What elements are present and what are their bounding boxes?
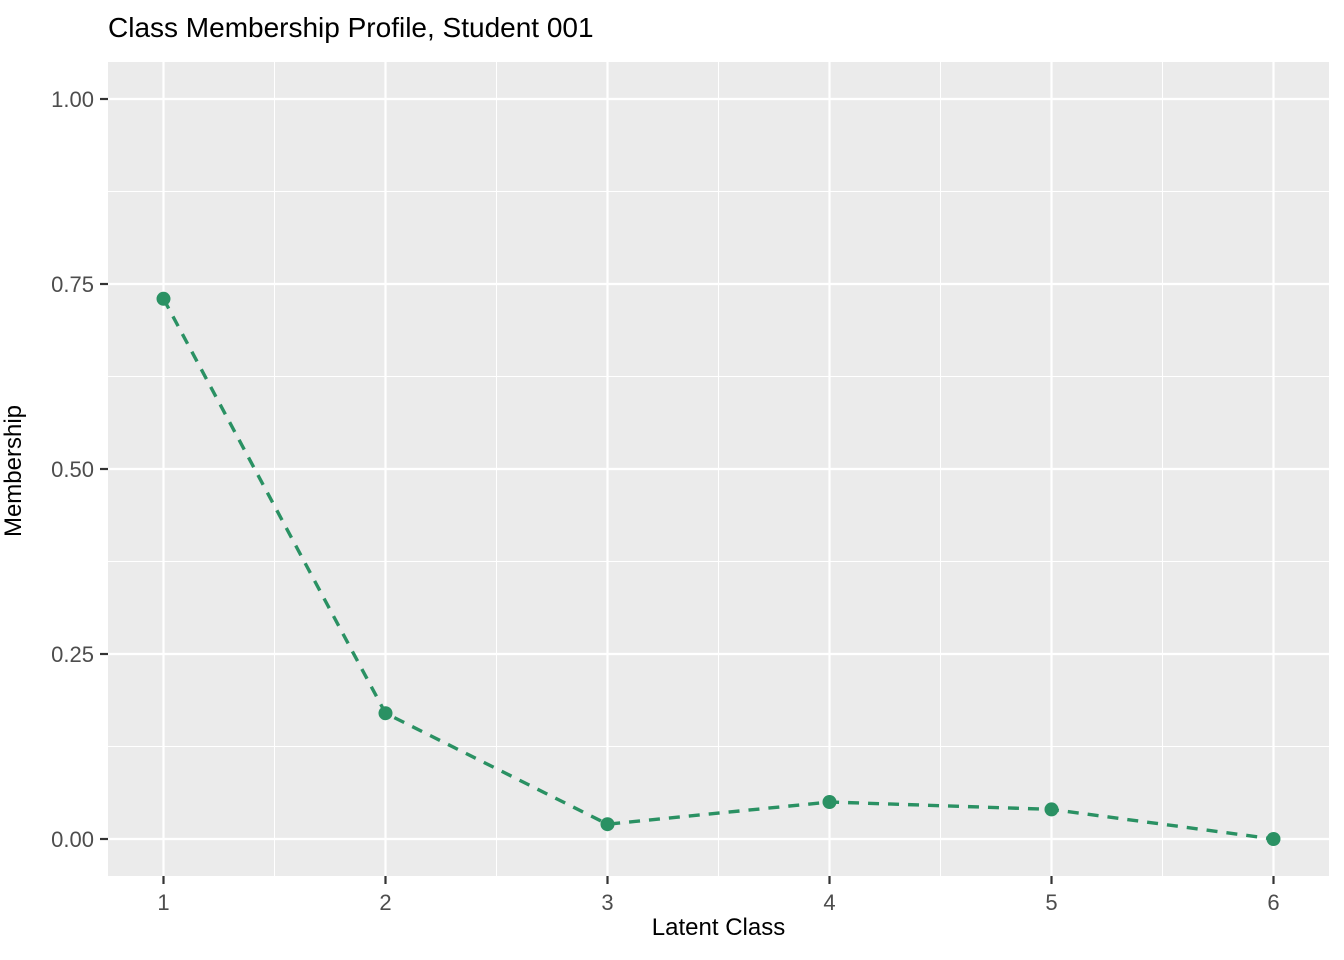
x-tick-label: 2 xyxy=(379,890,391,915)
data-point xyxy=(600,817,615,832)
y-tick-label: 0.75 xyxy=(51,272,94,297)
x-axis-title: Latent Class xyxy=(651,914,786,941)
y-axis-title: Membership xyxy=(0,404,27,538)
chart-title: Class Membership Profile, Student 001 xyxy=(108,12,594,43)
y-tick-label: 1.00 xyxy=(51,87,94,112)
data-point xyxy=(1266,832,1281,846)
x-tick-label: 6 xyxy=(1267,890,1279,915)
series-line xyxy=(162,297,1274,841)
y-tick-label: 0.25 xyxy=(51,642,94,667)
x-tick-label: 5 xyxy=(1045,890,1057,915)
x-tick-label: 3 xyxy=(601,890,613,915)
x-tick-label: 1 xyxy=(157,890,169,915)
x-tick-label: 4 xyxy=(823,890,835,915)
data-point xyxy=(1044,802,1059,817)
data-point xyxy=(822,795,837,809)
y-tick-label: 0.00 xyxy=(51,827,94,852)
data-point xyxy=(156,291,171,306)
y-tick-label: 0.50 xyxy=(51,457,94,482)
data-point xyxy=(378,706,393,721)
